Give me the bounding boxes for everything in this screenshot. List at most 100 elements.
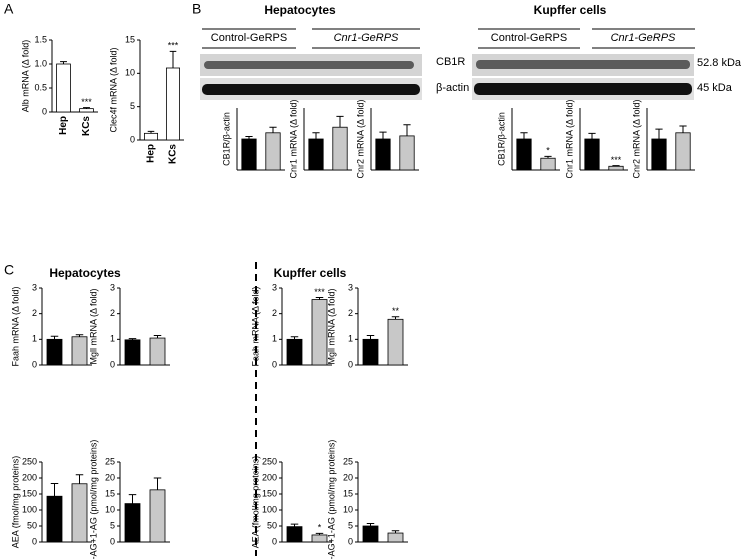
y-tick-label: 150 bbox=[22, 488, 37, 498]
y-tick-label: 2 bbox=[348, 308, 353, 318]
significance: *** bbox=[611, 155, 622, 165]
error-bar bbox=[169, 50, 177, 68]
y-axis-label: AEA (fmol/mg proteins) bbox=[250, 456, 260, 549]
error-bar bbox=[153, 334, 162, 339]
y-tick-label: 20 bbox=[343, 472, 353, 482]
error-bar bbox=[379, 131, 387, 139]
y-tick-label: 15 bbox=[343, 488, 353, 498]
band-label: CB1R bbox=[436, 56, 465, 68]
y-tick-label: 20 bbox=[105, 472, 115, 482]
y-tick-label: 0 bbox=[348, 536, 353, 546]
bar bbox=[124, 339, 141, 366]
y-tick-label: 10 bbox=[125, 68, 135, 78]
y-tick-label: 150 bbox=[262, 488, 277, 498]
error-bar bbox=[315, 296, 324, 300]
y-axis-label: Mgll mRNA (Δ fold) bbox=[88, 288, 98, 364]
bar bbox=[399, 135, 415, 171]
error-bar bbox=[612, 165, 620, 167]
x-tick-label: Hep bbox=[146, 144, 157, 163]
error-bar bbox=[290, 336, 299, 340]
significance: *** bbox=[168, 41, 179, 51]
y-tick-label: 5 bbox=[348, 520, 353, 530]
y-tick-label: 3 bbox=[110, 282, 115, 292]
y-tick-label: 0.5 bbox=[34, 82, 47, 92]
y-tick-label: 3 bbox=[32, 282, 37, 292]
error-bar bbox=[366, 522, 375, 526]
y-tick-label: 1 bbox=[272, 334, 277, 344]
western-blot bbox=[200, 54, 694, 100]
y-axis-label: CB1R/β-actin bbox=[221, 112, 231, 166]
significance: * bbox=[546, 146, 550, 156]
error-bar bbox=[366, 334, 375, 340]
bar bbox=[46, 338, 63, 366]
y-tick-label: 2 bbox=[32, 308, 37, 318]
bar bbox=[584, 138, 600, 171]
y-tick-label: 0 bbox=[348, 359, 353, 369]
bar bbox=[286, 526, 303, 543]
y-axis-label: Alb mRNA (Δ fold) bbox=[20, 40, 30, 113]
y-tick-label: 0 bbox=[110, 359, 115, 369]
y-tick-label: 250 bbox=[22, 456, 37, 466]
bar bbox=[311, 534, 328, 543]
y-axis-label: Faah mRNA (Δ fold) bbox=[10, 286, 20, 366]
y-axis-label: Cnr1 mRNA (Δ fold) bbox=[564, 99, 574, 178]
y-axis-label: Cnr2 mRNA (Δ fold) bbox=[355, 99, 365, 178]
bar bbox=[540, 157, 556, 171]
y-tick-label: 3 bbox=[272, 282, 277, 292]
y-tick-label: 0 bbox=[130, 134, 135, 144]
y-tick-label: 1.5 bbox=[34, 34, 47, 44]
y-tick-label: 1 bbox=[32, 334, 37, 344]
y-tick-label: 10 bbox=[343, 504, 353, 514]
y-axis-label: Cnr1 mRNA (Δ fold) bbox=[288, 99, 298, 178]
y-tick-label: 0 bbox=[42, 106, 47, 116]
error-bar bbox=[75, 474, 84, 484]
y-tick-label: 5 bbox=[110, 520, 115, 530]
x-tick-label: Hep bbox=[58, 116, 69, 135]
bar bbox=[56, 63, 71, 113]
bar bbox=[387, 532, 404, 543]
y-tick-label: 250 bbox=[262, 456, 277, 466]
panel-label: B bbox=[192, 1, 201, 17]
y-tick-label: 0 bbox=[32, 536, 37, 546]
y-tick-label: 10 bbox=[105, 504, 115, 514]
y-tick-label: 2 bbox=[272, 308, 277, 318]
bar bbox=[362, 525, 379, 543]
error-bar bbox=[128, 494, 137, 504]
error-bar bbox=[245, 136, 253, 139]
error-bar bbox=[147, 130, 155, 134]
bar bbox=[675, 132, 691, 171]
error-bar bbox=[520, 132, 528, 139]
bar bbox=[311, 299, 328, 366]
error-bar bbox=[75, 334, 84, 337]
y-tick-label: 0 bbox=[272, 536, 277, 546]
group-title: Hepatocytes bbox=[49, 266, 121, 280]
group-label: Cnr1-GeRPS bbox=[334, 32, 399, 44]
bar bbox=[387, 318, 404, 366]
y-axis-label: Clec4f mRNA (Δ fold) bbox=[108, 47, 118, 132]
bar bbox=[124, 503, 141, 543]
group-title: Hepatocytes bbox=[264, 3, 336, 17]
bar bbox=[165, 67, 180, 141]
y-tick-label: 0 bbox=[32, 359, 37, 369]
y-tick-label: 25 bbox=[105, 456, 115, 466]
y-tick-label: 100 bbox=[262, 504, 277, 514]
y-axis-label: CB1R/β-actin bbox=[496, 112, 506, 166]
bar bbox=[332, 126, 348, 171]
kda-label: 52.8 kDa bbox=[697, 57, 742, 69]
group-title: Kupffer cells bbox=[274, 266, 347, 280]
bar bbox=[71, 483, 88, 543]
error-bar bbox=[83, 107, 90, 109]
error-bar bbox=[60, 61, 67, 64]
group-label: Control-GeRPS bbox=[211, 32, 287, 44]
error-bar bbox=[588, 132, 596, 139]
bar bbox=[149, 337, 166, 366]
y-tick-label: 1 bbox=[110, 334, 115, 344]
error-bar bbox=[544, 155, 552, 159]
significance: *** bbox=[81, 97, 92, 107]
error-bar bbox=[269, 126, 277, 133]
error-bar bbox=[655, 128, 663, 139]
bar bbox=[79, 108, 94, 113]
bar bbox=[375, 138, 391, 171]
error-bar bbox=[391, 316, 400, 320]
